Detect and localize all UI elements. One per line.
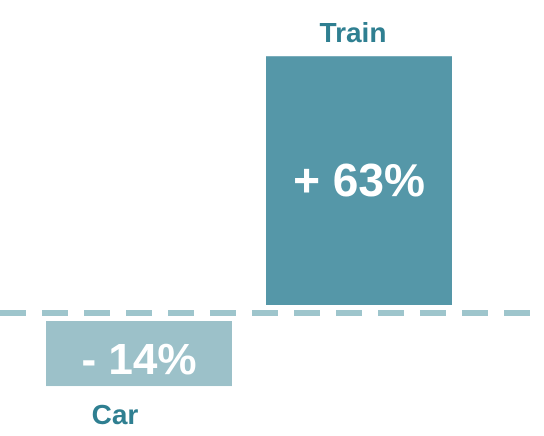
labels-group: - 14% Car + 63% Train: [82, 17, 425, 430]
category-label-train: Train: [320, 17, 387, 48]
bars-group: [46, 56, 452, 387]
bar-train: [266, 56, 452, 306]
value-label-train: + 63%: [293, 154, 425, 206]
category-label-car: Car: [92, 399, 139, 430]
bar-car: [46, 321, 232, 387]
value-label-car: - 14%: [82, 335, 197, 384]
